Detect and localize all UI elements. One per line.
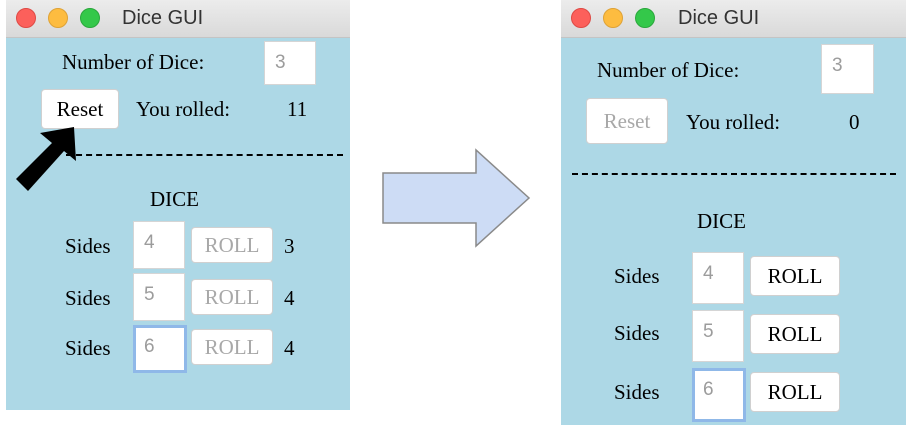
die-3-sides-label: Sides	[65, 336, 111, 361]
die-2-roll-button[interactable]: ROLL	[750, 314, 840, 354]
die-1-sides-label: Sides	[65, 234, 111, 259]
dice-gui-window-after: Dice GUI Number of Dice: 3 Reset You rol…	[561, 0, 906, 425]
number-of-dice-label: Number of Dice:	[597, 58, 739, 83]
die-2-roll-button[interactable]: ROLL	[191, 279, 273, 315]
reset-button[interactable]: Reset	[586, 98, 668, 144]
die-2-sides-input[interactable]: 5	[133, 273, 185, 321]
separator-line	[572, 173, 896, 175]
minimize-window-icon[interactable]	[48, 8, 68, 28]
zoom-window-icon[interactable]	[80, 8, 100, 28]
die-3-sides-label: Sides	[614, 380, 660, 405]
die-3-roll-button[interactable]: ROLL	[750, 372, 840, 412]
die-3-sides-input[interactable]: 6	[133, 325, 187, 373]
die-1-sides-input[interactable]: 4	[692, 252, 744, 304]
die-2-sides-input[interactable]: 5	[692, 310, 744, 362]
die-2-sides-label: Sides	[614, 321, 660, 346]
title-bar[interactable]: Dice GUI	[561, 0, 906, 38]
dice-gui-window-before: Dice GUI Number of Dice: 3 Reset You rol…	[6, 0, 350, 410]
die-3-roll-button[interactable]: ROLL	[191, 329, 273, 365]
you-rolled-value: 11	[287, 97, 307, 122]
you-rolled-value: 0	[849, 110, 860, 135]
separator-line	[66, 154, 343, 156]
die-1-roll-button[interactable]: ROLL	[191, 227, 273, 263]
die-3-sides-input[interactable]: 6	[692, 368, 746, 422]
close-window-icon[interactable]	[16, 8, 36, 28]
you-rolled-label: You rolled:	[686, 110, 780, 135]
arrow-cursor-icon	[14, 125, 84, 195]
number-of-dice-label: Number of Dice:	[62, 50, 204, 75]
minimize-window-icon[interactable]	[603, 8, 623, 28]
dice-header: DICE	[697, 209, 746, 234]
number-of-dice-input[interactable]: 3	[821, 44, 874, 94]
zoom-window-icon[interactable]	[635, 8, 655, 28]
window-title: Dice GUI	[678, 7, 759, 30]
die-3-result: 4	[284, 336, 295, 361]
right-arrow-icon	[381, 148, 531, 248]
die-2-result: 4	[284, 286, 295, 311]
window-title: Dice GUI	[122, 7, 203, 30]
die-1-sides-label: Sides	[614, 264, 660, 289]
you-rolled-label: You rolled:	[136, 97, 230, 122]
die-2-sides-label: Sides	[65, 286, 111, 311]
die-1-result: 3	[284, 234, 295, 259]
close-window-icon[interactable]	[571, 8, 591, 28]
title-bar[interactable]: Dice GUI	[6, 0, 350, 38]
die-1-roll-button[interactable]: ROLL	[750, 256, 840, 296]
number-of-dice-input[interactable]: 3	[264, 41, 316, 85]
dice-header: DICE	[150, 187, 199, 212]
reset-button[interactable]: Reset	[41, 89, 119, 129]
die-1-sides-input[interactable]: 4	[133, 221, 185, 269]
